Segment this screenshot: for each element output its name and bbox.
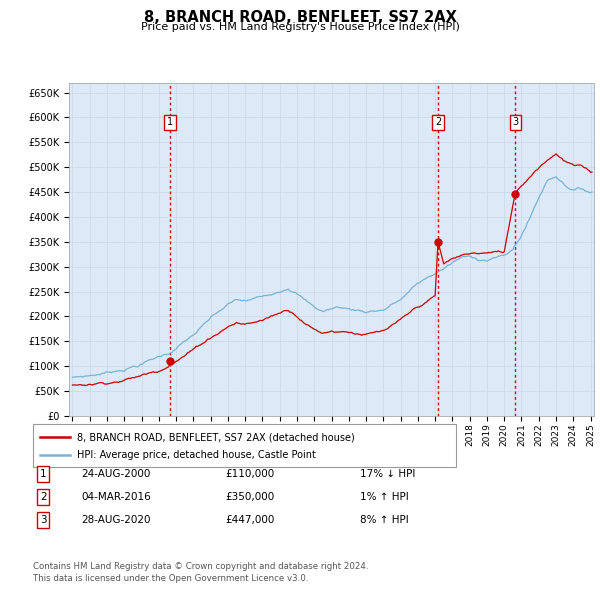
Text: £110,000: £110,000 <box>225 470 274 479</box>
Text: 17% ↓ HPI: 17% ↓ HPI <box>360 470 415 479</box>
Text: 8, BRANCH ROAD, BENFLEET, SS7 2AX (detached house): 8, BRANCH ROAD, BENFLEET, SS7 2AX (detac… <box>77 432 355 442</box>
Text: 1: 1 <box>40 470 47 479</box>
Text: £350,000: £350,000 <box>225 493 274 502</box>
Text: 24-AUG-2000: 24-AUG-2000 <box>81 470 151 479</box>
Text: 8, BRANCH ROAD, BENFLEET, SS7 2AX: 8, BRANCH ROAD, BENFLEET, SS7 2AX <box>143 10 457 25</box>
Text: 04-MAR-2016: 04-MAR-2016 <box>81 493 151 502</box>
Text: HPI: Average price, detached house, Castle Point: HPI: Average price, detached house, Cast… <box>77 450 316 460</box>
Text: 3: 3 <box>512 117 518 127</box>
Text: 1% ↑ HPI: 1% ↑ HPI <box>360 493 409 502</box>
Text: Price paid vs. HM Land Registry's House Price Index (HPI): Price paid vs. HM Land Registry's House … <box>140 22 460 32</box>
Text: 28-AUG-2020: 28-AUG-2020 <box>81 516 151 525</box>
Text: 2: 2 <box>435 117 441 127</box>
Text: 8% ↑ HPI: 8% ↑ HPI <box>360 516 409 525</box>
Text: 2: 2 <box>40 493 47 502</box>
Text: 3: 3 <box>40 516 47 525</box>
Text: 1: 1 <box>167 117 173 127</box>
Text: £447,000: £447,000 <box>225 516 274 525</box>
Text: Contains HM Land Registry data © Crown copyright and database right 2024.
This d: Contains HM Land Registry data © Crown c… <box>33 562 368 583</box>
